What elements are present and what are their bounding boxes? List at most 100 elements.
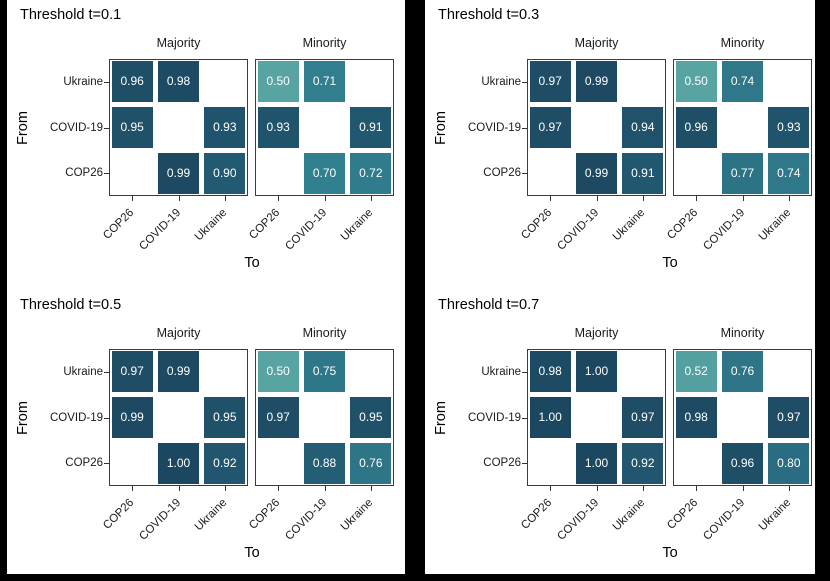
- cell-value: 0.95: [120, 120, 144, 134]
- heatmap-cell: 1.00: [158, 442, 199, 484]
- cell-value: 0.99: [584, 165, 609, 180]
- row-label: COP26: [483, 457, 521, 470]
- axis-tick: [178, 196, 180, 201]
- axis-tick: [224, 196, 227, 201]
- heatmap-cell: 0.96: [675, 107, 717, 148]
- heatmap-cell: 0.70: [304, 152, 345, 194]
- heatmap-cell: 0.95: [350, 397, 392, 438]
- cell-value: 0.72: [359, 165, 383, 180]
- heatmap-cell: 0.74: [722, 61, 763, 103]
- heatmap-cell: 0.88: [304, 442, 345, 484]
- y-axis-title: From: [15, 401, 31, 435]
- cell-value: 0.91: [359, 120, 383, 134]
- facet-panel: 0.96 0.98 0.95 0.93 0.99 0.90: [109, 59, 248, 196]
- axis-tick: [104, 463, 109, 465]
- axis-tick: [642, 196, 645, 201]
- threshold-panel: Threshold t=0.1 Majority 0.96 0.98 0.95 0.93 0…: [7, 0, 401, 290]
- heatmap-cell: 0.71: [304, 61, 345, 103]
- cell-value: 0.88: [312, 455, 337, 470]
- heatmap-cell: 0.92: [204, 442, 246, 484]
- x-axis-title: To: [662, 255, 678, 271]
- heatmap-cell: 0.50: [675, 61, 717, 103]
- axis-tick: [596, 196, 598, 201]
- cell-value: 0.97: [777, 410, 801, 424]
- heatmap-cell: 1.00: [529, 397, 571, 438]
- cell-value: 0.98: [166, 74, 191, 89]
- cell-value: 0.97: [631, 410, 655, 424]
- facet-panel: 0.97 0.99 0.99 0.95 1.00 0.92: [109, 349, 248, 486]
- cell-value: 0.50: [684, 74, 708, 89]
- cell-value: 0.97: [120, 364, 144, 379]
- heatmap-cell: 0.76: [722, 351, 763, 393]
- row-label: Ukraine: [63, 75, 103, 88]
- row-label: Ukraine: [481, 365, 521, 378]
- cell-value: 0.74: [777, 165, 801, 180]
- cell-value: 0.99: [584, 74, 609, 89]
- heatmap-cell: 0.77: [722, 152, 763, 194]
- facet-panel: 0.97 0.99 0.97 0.94 0.99 0.91: [527, 59, 666, 196]
- cell-value: 0.50: [266, 74, 290, 89]
- facet-strip-label: Majority: [574, 326, 619, 340]
- cell-value: 0.93: [213, 120, 237, 134]
- axis-tick: [324, 486, 326, 491]
- facet-strip-label: Majority: [156, 326, 201, 340]
- axis-tick: [742, 196, 744, 201]
- heatmap-cell: 0.74: [768, 152, 810, 194]
- x-axis-title: To: [244, 255, 260, 271]
- heatmap-cell: 0.99: [111, 397, 153, 438]
- axis-tick: [522, 417, 527, 419]
- heatmap-cell: 0.94: [622, 107, 664, 148]
- cell-value: 0.92: [631, 455, 655, 470]
- cell-value: 0.99: [166, 364, 191, 379]
- cell-value: 0.96: [730, 455, 755, 470]
- cell-value: 0.50: [266, 364, 290, 379]
- heatmap-cell: 0.98: [158, 61, 199, 103]
- axis-tick: [788, 196, 791, 201]
- heatmap-cell: 0.96: [722, 442, 763, 484]
- axis-tick: [550, 196, 552, 201]
- cell-value: 0.90: [213, 165, 237, 180]
- cell-value: 0.77: [730, 165, 755, 180]
- facet-strip-label: Majority: [574, 36, 619, 50]
- row-label: COP26: [65, 167, 103, 180]
- heatmap-cell: 0.97: [111, 351, 153, 393]
- facet-panel: 0.50 0.75 0.97 0.95 0.88 0.76: [255, 349, 394, 486]
- axis-tick: [522, 173, 527, 175]
- axis-tick: [596, 486, 598, 491]
- heatmap-cell: 0.99: [576, 152, 617, 194]
- cell-value: 0.94: [631, 120, 655, 134]
- axis-tick: [522, 127, 527, 129]
- cell-value: 0.75: [312, 364, 337, 379]
- row-label: COP26: [483, 167, 521, 180]
- row-label: COVID-19: [467, 121, 521, 134]
- panel-title: Threshold t=0.1: [20, 7, 122, 23]
- cell-value: 0.95: [359, 410, 383, 424]
- cell-value: 0.98: [538, 364, 562, 379]
- axis-tick: [132, 196, 134, 201]
- letterbox-bar-left: [0, 0, 7, 581]
- panel-title: Threshold t=0.3: [438, 7, 540, 23]
- x-axis-title: To: [662, 545, 678, 561]
- heatmap-cell: 1.00: [576, 442, 617, 484]
- heatmap-cell: 0.97: [529, 107, 571, 148]
- axis-tick: [178, 486, 180, 491]
- heatmap-cell: 0.97: [622, 397, 664, 438]
- threshold-panel: Threshold t=0.7 Majority 0.98 1.00 1.00 0.97 1…: [425, 290, 819, 580]
- axis-tick: [370, 486, 373, 491]
- row-label: COVID-19: [49, 411, 103, 424]
- cell-value: 0.93: [266, 120, 290, 134]
- heatmap-cell: 0.96: [111, 61, 153, 103]
- heatmap-cell: 0.97: [257, 397, 299, 438]
- letterbox-bar-center: [405, 0, 425, 581]
- heatmap-cell: 0.52: [675, 351, 717, 393]
- axis-tick: [550, 486, 552, 491]
- axis-tick: [104, 417, 109, 419]
- heatmap-cell: 0.72: [350, 152, 392, 194]
- heatmap-cell: 0.50: [257, 351, 299, 393]
- row-label: Ukraine: [481, 75, 521, 88]
- row-label: Ukraine: [63, 365, 103, 378]
- cell-value: 0.74: [730, 74, 755, 89]
- heatmap-cell: 0.90: [204, 152, 246, 194]
- cell-value: 0.96: [684, 120, 708, 134]
